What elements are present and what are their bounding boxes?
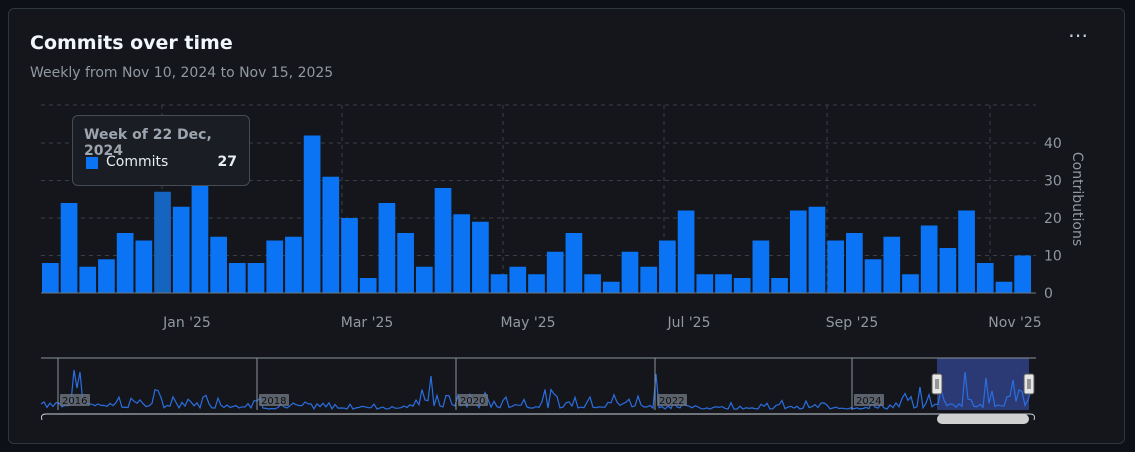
bar[interactable] <box>415 266 433 293</box>
chart-title: Commits over time <box>30 32 233 54</box>
x-tick-label: Mar '25 <box>341 315 394 331</box>
scrollbar-track[interactable] <box>41 413 1035 421</box>
x-tick-label: May '25 <box>500 315 555 331</box>
bar[interactable] <box>771 278 788 293</box>
bar[interactable] <box>659 240 676 294</box>
tooltip-value: 27 <box>217 154 237 170</box>
navigator-year-label: 2020 <box>460 396 485 407</box>
bar[interactable] <box>864 259 882 293</box>
bar[interactable] <box>490 274 508 293</box>
scrollbar-thumb[interactable] <box>937 414 1029 424</box>
y-tick-label: 30 <box>1044 174 1062 190</box>
bar[interactable] <box>846 233 863 293</box>
bar[interactable] <box>584 274 601 293</box>
bar[interactable] <box>341 218 358 293</box>
bar[interactable] <box>434 188 452 293</box>
x-tick-label: Nov '25 <box>988 315 1041 331</box>
bar[interactable] <box>359 278 377 293</box>
bar[interactable] <box>509 266 527 293</box>
bar[interactable] <box>546 251 564 293</box>
bar[interactable] <box>79 266 97 293</box>
navigator-year-label-bg <box>60 394 90 406</box>
bar[interactable] <box>827 240 845 294</box>
bar[interactable] <box>303 135 321 294</box>
bar-series[interactable] <box>42 135 1031 294</box>
chart-subtitle: Weekly from Nov 10, 2024 to Nov 15, 2025 <box>30 65 334 81</box>
y-tick-label: 20 <box>1044 211 1062 227</box>
bar[interactable] <box>958 210 975 294</box>
bar[interactable] <box>378 203 396 293</box>
bar[interactable] <box>902 274 919 293</box>
x-axis: Jan '25 Mar '25 May '25 Jul '25 Sep '25 Nov '… <box>41 292 1042 331</box>
bar[interactable] <box>228 263 246 293</box>
y-tick-label: 0 <box>1044 286 1053 302</box>
bar[interactable] <box>715 274 732 293</box>
bar[interactable] <box>42 263 59 293</box>
navigator-year-label: 2018 <box>261 396 286 407</box>
bar[interactable] <box>60 203 78 293</box>
bar[interactable] <box>154 191 171 293</box>
x-tick-label: Jan '25 <box>162 315 211 331</box>
bar[interactable] <box>883 236 901 293</box>
y-tick-label: 40 <box>1044 136 1062 152</box>
bar[interactable] <box>98 259 115 293</box>
bar[interactable] <box>322 176 340 293</box>
bar[interactable] <box>995 281 1013 293</box>
bar[interactable] <box>565 233 583 293</box>
navigator-year-label: 2024 <box>856 396 881 407</box>
navigator-sparkline <box>40 369 1035 411</box>
bar[interactable] <box>733 278 751 293</box>
bar[interactable] <box>210 236 227 293</box>
bar[interactable] <box>116 233 134 293</box>
bar[interactable] <box>789 210 807 294</box>
bar[interactable] <box>602 281 620 293</box>
navigator-year-label-bg <box>657 394 687 406</box>
bar[interactable] <box>285 236 302 293</box>
y-tick-label: 10 <box>1044 249 1062 265</box>
bar[interactable] <box>397 233 414 293</box>
bar[interactable] <box>135 240 153 294</box>
bar[interactable] <box>266 240 284 294</box>
bar[interactable] <box>472 221 489 293</box>
navigator-year-label: 2022 <box>659 396 684 407</box>
navigator-year-label: 2016 <box>62 396 87 407</box>
bar[interactable] <box>528 274 545 293</box>
navigator-year-label-bg <box>259 394 289 406</box>
navigator-handle[interactable] <box>931 373 943 395</box>
tooltip-title: Week of 22 Dec, 2024 <box>84 127 212 159</box>
x-tick-label: Jul '25 <box>666 315 710 331</box>
navigator-year-label-bg <box>458 394 488 406</box>
tooltip-series-label: Commits <box>106 154 169 170</box>
bar[interactable] <box>191 184 209 293</box>
bar[interactable] <box>976 263 994 293</box>
tooltip-series-swatch <box>86 157 98 169</box>
y-axis-label: Contributions <box>1069 152 1085 246</box>
navigator[interactable]: 2016 2018 2020 2022 2024 <box>40 357 1036 424</box>
bar[interactable] <box>752 240 770 294</box>
bar[interactable] <box>808 206 826 293</box>
bar[interactable] <box>621 251 639 293</box>
y-axis: 0 10 20 30 40 Contributions <box>1044 136 1085 302</box>
bar[interactable] <box>640 266 658 293</box>
tooltip: Week of 22 Dec, 2024 Commits 27 <box>72 115 250 186</box>
bar[interactable] <box>696 274 714 293</box>
bar[interactable] <box>1014 255 1031 294</box>
bar[interactable] <box>920 225 938 294</box>
x-tick-label: Sep '25 <box>826 315 879 331</box>
navigator-handle[interactable] <box>1023 373 1035 395</box>
bar[interactable] <box>453 214 471 293</box>
bar[interactable] <box>172 206 190 293</box>
bar[interactable] <box>677 210 695 294</box>
bar[interactable] <box>247 263 265 293</box>
navigator-year-label-bg <box>854 394 884 406</box>
bar[interactable] <box>939 248 957 293</box>
